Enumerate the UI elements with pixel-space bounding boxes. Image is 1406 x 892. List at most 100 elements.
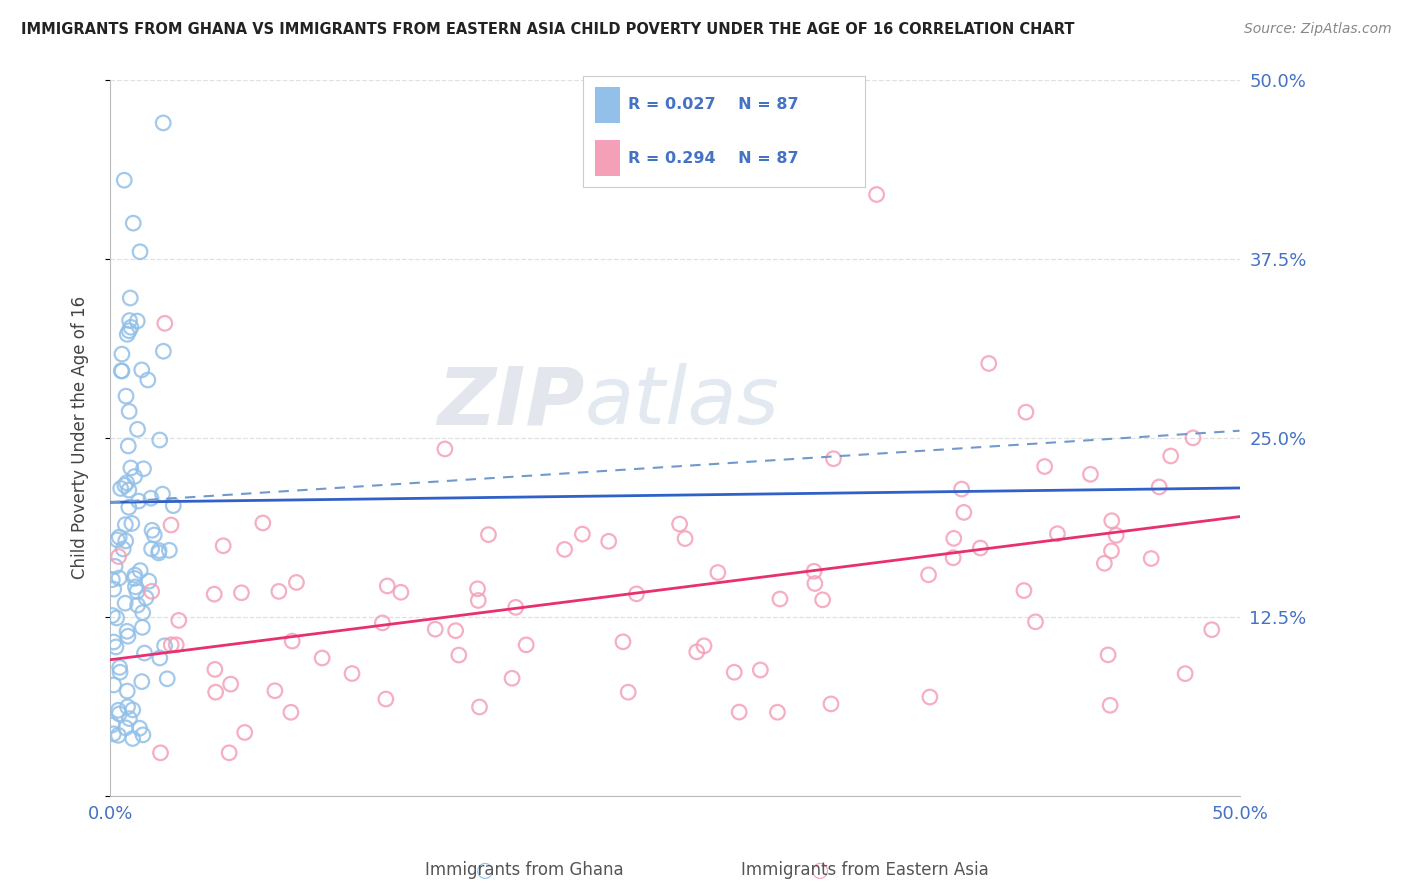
Point bbox=[823, 451, 845, 466]
Point bbox=[766, 705, 789, 719]
Point bbox=[115, 475, 138, 490]
Point bbox=[165, 638, 187, 652]
Point bbox=[121, 731, 143, 746]
Point bbox=[231, 586, 253, 600]
Point bbox=[233, 725, 256, 739]
Point bbox=[134, 646, 156, 660]
Point bbox=[153, 639, 176, 653]
Point bbox=[153, 316, 176, 330]
Text: Source: ZipAtlas.com: Source: ZipAtlas.com bbox=[1244, 22, 1392, 37]
Point bbox=[141, 541, 163, 556]
Point bbox=[617, 685, 640, 699]
Point bbox=[204, 685, 226, 699]
Point bbox=[118, 404, 141, 418]
Y-axis label: Child Poverty Under the Age of 16: Child Poverty Under the Age of 16 bbox=[72, 296, 89, 580]
Text: IMMIGRANTS FROM GHANA VS IMMIGRANTS FROM EASTERN ASIA CHILD POVERTY UNDER THE AG: IMMIGRANTS FROM GHANA VS IMMIGRANTS FROM… bbox=[21, 22, 1074, 37]
Point bbox=[1046, 526, 1069, 541]
Point bbox=[121, 516, 143, 531]
Point bbox=[156, 672, 179, 686]
Point bbox=[138, 574, 160, 589]
Point bbox=[131, 363, 153, 377]
Point bbox=[139, 491, 162, 506]
Point bbox=[425, 622, 447, 636]
Point bbox=[917, 567, 939, 582]
Point bbox=[811, 592, 834, 607]
Point bbox=[160, 638, 183, 652]
Point bbox=[728, 705, 751, 719]
Point bbox=[108, 706, 131, 721]
Point bbox=[280, 706, 302, 720]
Point bbox=[942, 532, 965, 546]
Point bbox=[252, 516, 274, 530]
Point bbox=[118, 483, 141, 497]
Point bbox=[112, 173, 135, 187]
Point bbox=[447, 648, 470, 662]
Point bbox=[918, 690, 941, 704]
Point bbox=[124, 568, 146, 582]
Point bbox=[162, 499, 184, 513]
Point bbox=[212, 539, 235, 553]
Point bbox=[865, 187, 887, 202]
Point bbox=[1201, 623, 1223, 637]
Point bbox=[135, 591, 157, 605]
Point bbox=[267, 584, 290, 599]
Point bbox=[114, 721, 136, 735]
Point bbox=[598, 534, 620, 549]
Point bbox=[389, 585, 412, 599]
Bar bbox=[595, 140, 620, 177]
Point bbox=[686, 645, 709, 659]
Point bbox=[149, 651, 172, 665]
Point bbox=[108, 665, 131, 680]
Point bbox=[374, 692, 396, 706]
Point bbox=[120, 291, 142, 305]
Text: Immigrants from Eastern Asia: Immigrants from Eastern Asia bbox=[741, 861, 988, 879]
Point bbox=[626, 587, 648, 601]
Point bbox=[124, 469, 146, 483]
Point bbox=[131, 620, 153, 634]
Point bbox=[114, 478, 136, 492]
Point bbox=[148, 546, 170, 560]
Point bbox=[115, 327, 138, 342]
Point bbox=[120, 320, 142, 334]
Point bbox=[118, 500, 141, 515]
Point bbox=[1105, 528, 1128, 542]
Point bbox=[444, 624, 467, 638]
Point bbox=[152, 487, 174, 501]
Point bbox=[219, 677, 242, 691]
Point bbox=[132, 728, 155, 742]
Point bbox=[111, 347, 134, 361]
Point bbox=[950, 482, 973, 496]
Point bbox=[1140, 551, 1163, 566]
Point bbox=[942, 550, 965, 565]
Point bbox=[554, 542, 576, 557]
Point bbox=[103, 635, 125, 649]
Point bbox=[115, 624, 138, 639]
Point bbox=[285, 575, 308, 590]
Point bbox=[107, 728, 129, 742]
Point bbox=[340, 666, 363, 681]
Point bbox=[118, 324, 141, 338]
Point bbox=[128, 721, 150, 735]
Point bbox=[1092, 557, 1115, 571]
Point bbox=[101, 608, 124, 623]
Point bbox=[1012, 583, 1035, 598]
Point bbox=[1147, 480, 1170, 494]
Point bbox=[124, 571, 146, 585]
Point bbox=[129, 244, 152, 259]
Point bbox=[467, 582, 489, 596]
Point bbox=[571, 527, 593, 541]
Point bbox=[125, 584, 148, 599]
Point bbox=[804, 576, 827, 591]
Text: R = 0.294    N = 87: R = 0.294 N = 87 bbox=[628, 151, 799, 166]
Point bbox=[160, 518, 183, 533]
Point bbox=[501, 671, 523, 685]
Point bbox=[141, 584, 163, 599]
Point bbox=[468, 700, 491, 714]
Point bbox=[515, 638, 537, 652]
Point bbox=[117, 629, 139, 643]
Point bbox=[311, 651, 333, 665]
Point bbox=[1101, 514, 1123, 528]
Point bbox=[110, 364, 132, 378]
Point bbox=[612, 635, 634, 649]
Point bbox=[143, 528, 166, 542]
